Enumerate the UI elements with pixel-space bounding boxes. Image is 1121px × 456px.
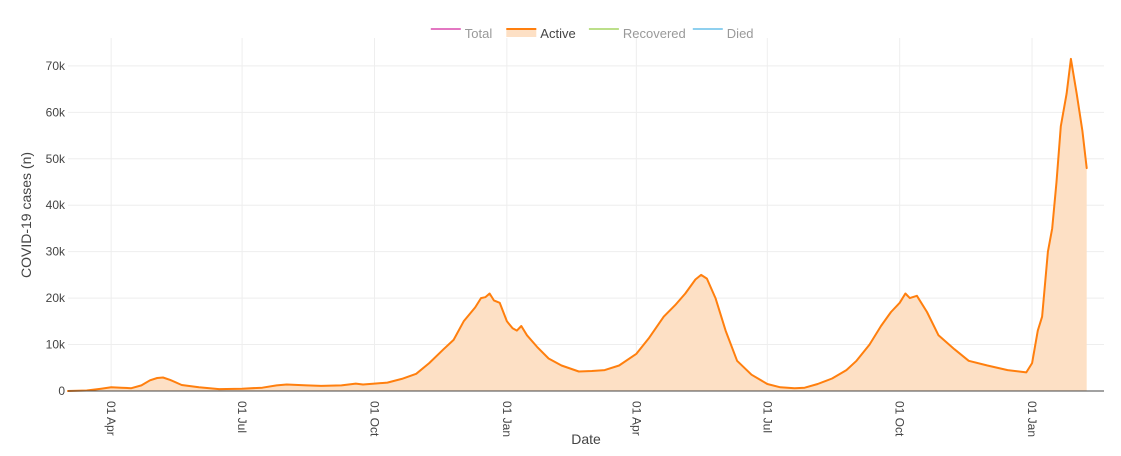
series-layer — [67, 57, 1088, 392]
y-tick-label: 0 — [58, 384, 65, 398]
x-axis-title: Date — [571, 431, 601, 447]
x-tick-label: 01 Jan — [500, 401, 514, 437]
x-tick-label: 01 Apr — [629, 401, 643, 436]
y-tick-label: 60k — [46, 105, 66, 119]
legend-item-recovered[interactable]: Recovered — [588, 26, 686, 41]
x-tick-label: 01 Apr — [104, 401, 118, 436]
active-area-fill — [68, 58, 1087, 392]
y-tick-labels: 0 10k 20k 30k 40k 50k 60k 70k — [46, 59, 66, 398]
legend-label: Died — [727, 26, 754, 41]
y-tick-label: 40k — [46, 198, 66, 212]
x-tick-labels: 01 Apr 01 Jul 01 Oct 01 Jan 01 Apr 01 Jul 01 O… — [104, 401, 1039, 437]
x-tick-label: 01 Oct — [367, 401, 381, 437]
y-tick-label: 30k — [46, 245, 66, 259]
y-tick-label: 20k — [46, 291, 66, 305]
legend-label: Recovered — [623, 26, 686, 41]
legend-label: Active — [540, 26, 575, 41]
legend-item-total[interactable]: Total — [430, 26, 493, 41]
legend: Total Active Recovered Died — [430, 26, 754, 41]
legend-item-active[interactable]: Active — [506, 26, 576, 41]
x-tick-label: 01 Oct — [893, 401, 907, 437]
y-tick-label: 10k — [46, 338, 66, 352]
x-tick-label: 01 Jan — [1025, 401, 1039, 437]
x-tick-label: 01 Jul — [760, 401, 774, 433]
y-axis-title: COVID-19 cases (n) — [18, 152, 34, 278]
legend-item-died[interactable]: Died — [692, 26, 754, 41]
legend-swatch-fill — [506, 29, 537, 37]
x-tick-label: 01 Jul — [235, 401, 249, 433]
y-tick-label: 50k — [46, 152, 66, 166]
active-series-line — [67, 57, 1088, 392]
grid-lines — [68, 38, 1104, 391]
legend-label: Total — [465, 26, 493, 41]
y-tick-label: 70k — [46, 59, 66, 73]
